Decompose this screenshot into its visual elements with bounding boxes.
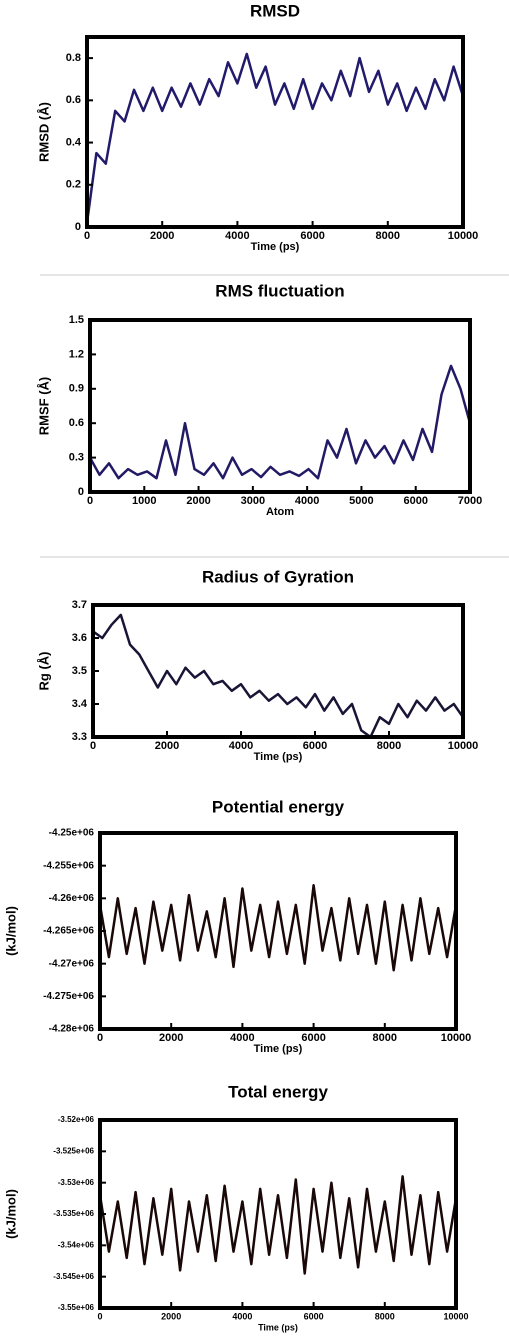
y-tick-label: 0.2	[66, 179, 81, 191]
y-axis-label: (kJ/mol)	[3, 906, 18, 956]
x-tick-label: 4000	[225, 230, 249, 242]
x-tick-label: 6000	[301, 1032, 325, 1044]
x-tick-label: 0	[90, 740, 96, 752]
y-axis-label: RMSD (Å)	[36, 102, 51, 162]
x-tick-label: 3000	[241, 495, 265, 507]
y-tick-label: 1.2	[69, 348, 84, 360]
y-tick-label: -3.52e+06	[58, 1115, 95, 1124]
x-tick-label: 0	[97, 1311, 102, 1321]
y-axis-label: (kJ/mol)	[3, 1189, 18, 1239]
y-tick-label: 0.3	[69, 452, 84, 464]
plot-frame	[85, 35, 465, 229]
y-tick-label: 3.5	[72, 665, 87, 677]
y-tick-label: -4.255e+06	[43, 860, 94, 871]
y-tick-label: -4.27e+06	[49, 958, 95, 969]
x-axis-label: Atom	[266, 506, 294, 518]
y-tick-label: -4.265e+06	[43, 926, 94, 937]
y-tick-label: 0	[78, 486, 84, 498]
x-tick-label: 4000	[295, 495, 319, 507]
x-tick-label: 8000	[373, 1032, 397, 1044]
y-tick-label: -4.275e+06	[43, 991, 94, 1002]
x-tick-label: 1000	[132, 495, 156, 507]
x-tick-label: 0	[97, 1032, 103, 1044]
x-axis-label: Time (ps)	[258, 1322, 298, 1332]
y-tick-label: -3.525e+06	[53, 1146, 94, 1155]
x-tick-label: 10000	[448, 230, 479, 242]
y-tick-label: 3.4	[72, 698, 88, 710]
chart-title: Potential energy	[212, 797, 345, 816]
data-line	[98, 884, 458, 972]
chart-title: Total energy	[228, 1082, 328, 1101]
x-axis-label: Time (ps)	[251, 241, 300, 253]
chart-title: Radius of Gyration	[202, 567, 354, 586]
x-tick-label: 2000	[150, 230, 174, 242]
data-line	[88, 364, 472, 480]
y-tick-label: 0.9	[69, 383, 84, 395]
y-tick-label: 0.4	[66, 136, 82, 148]
y-tick-label: -3.53e+06	[58, 1178, 95, 1187]
x-tick-label: 4000	[232, 1311, 252, 1321]
chart-title: RMSD	[250, 1, 300, 20]
data-line	[98, 1175, 458, 1275]
x-tick-label: 6000	[304, 1311, 324, 1321]
x-tick-label: 10000	[443, 1311, 468, 1321]
y-tick-label: -3.535e+06	[53, 1209, 94, 1218]
x-tick-label: 5000	[349, 495, 373, 507]
x-tick-label: 10000	[441, 1032, 472, 1044]
y-tick-label: 0.6	[66, 94, 81, 106]
data-line	[85, 52, 465, 223]
y-tick-label: -4.28e+06	[49, 1024, 95, 1035]
x-tick-label: 6000	[403, 495, 427, 507]
plot-frame	[98, 831, 458, 1031]
plot-frame	[88, 318, 472, 494]
x-tick-label: 6000	[303, 740, 327, 752]
y-axis-label: Rg (Å)	[36, 652, 51, 691]
y-tick-label: -3.545e+06	[53, 1272, 94, 1281]
x-tick-label: 8000	[376, 230, 400, 242]
y-tick-label: -3.55e+06	[58, 1303, 95, 1312]
x-tick-label: 2000	[155, 740, 179, 752]
y-tick-label: 0.6	[69, 417, 84, 429]
y-tick-label: 0	[75, 221, 81, 233]
x-tick-label: 8000	[375, 1311, 395, 1321]
x-tick-label: 2000	[186, 495, 210, 507]
x-tick-label: 2000	[161, 1311, 181, 1321]
x-tick-label: 7000	[458, 495, 482, 507]
x-axis-label: Time (ps)	[254, 1043, 303, 1055]
x-tick-label: 4000	[229, 740, 253, 752]
y-tick-label: 3.3	[72, 731, 87, 743]
y-tick-label: -3.54e+06	[58, 1240, 95, 1249]
y-tick-label: 3.7	[72, 599, 87, 611]
chart-title: RMS fluctuation	[215, 281, 344, 300]
x-tick-label: 0	[84, 230, 90, 242]
data-line	[92, 613, 465, 739]
plot-frame	[98, 1118, 458, 1310]
x-axis-label: Time (ps)	[254, 751, 303, 763]
x-tick-label: 0	[87, 495, 93, 507]
x-tick-label: 6000	[300, 230, 324, 242]
y-tick-label: -4.26e+06	[49, 893, 95, 904]
y-tick-label: -4.25e+06	[49, 828, 95, 839]
y-tick-label: 3.6	[72, 632, 87, 644]
y-axis-label: RMSF (Å)	[36, 377, 51, 436]
x-tick-label: 2000	[159, 1032, 183, 1044]
x-tick-label: 8000	[377, 740, 401, 752]
x-tick-label: 10000	[448, 740, 479, 752]
y-tick-label: 0.8	[66, 52, 81, 64]
y-tick-label: 1.5	[69, 314, 84, 326]
x-tick-label: 4000	[230, 1032, 254, 1044]
